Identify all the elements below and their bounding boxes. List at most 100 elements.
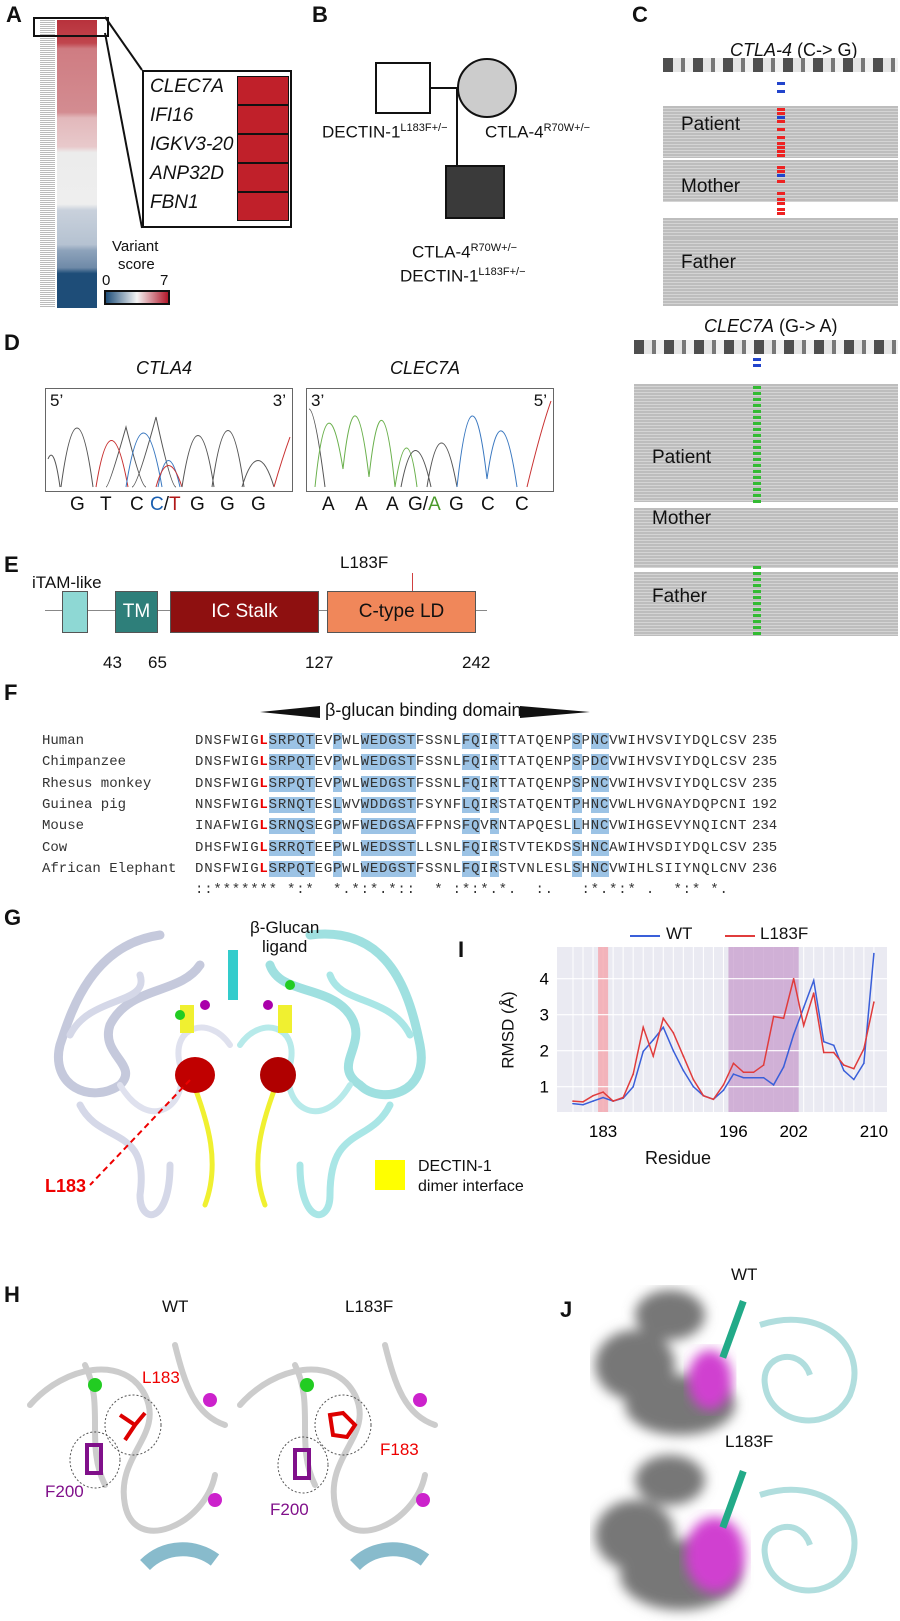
x-tick-label: 183: [589, 1122, 617, 1141]
ref-base: C: [150, 494, 164, 515]
panel-label-a: A: [6, 2, 22, 27]
father-genotype: DECTIN-1L183F+/−: [322, 122, 448, 143]
data-point-l183f: [662, 1017, 665, 1020]
data-point-wt: [602, 1096, 604, 1099]
position-label: 43: [103, 653, 122, 672]
data-point-l183f: [642, 1026, 645, 1029]
gene: CTLA-4: [412, 242, 471, 262]
variant-mismatch-mark: [753, 626, 761, 629]
change: (C-> G): [792, 40, 858, 60]
sequence-row: DNSFWIGLSRPQTEVPWLWEDGSTFSSNLFQIRTTATQEN…: [195, 754, 748, 771]
variant-mismatch-mark: [777, 174, 785, 177]
species-name: Mouse: [42, 818, 85, 835]
data-point-wt: [632, 1085, 634, 1088]
data-point-l183f: [672, 1031, 675, 1034]
data-point-wt: [662, 1026, 665, 1029]
data-point-l183f: [692, 1078, 695, 1081]
data-point-wt: [812, 979, 815, 982]
sequence-end-position: 192: [752, 796, 778, 813]
score-cell: [237, 192, 289, 221]
patient-genotype-dectin1: DECTIN-1L183F+/−: [400, 266, 526, 287]
domain-arrows: [260, 706, 590, 718]
data-point-wt: [652, 1039, 655, 1041]
legend-label-l183f: L183F: [760, 924, 809, 943]
conservation-line: ::******* *:* *.*:*.*:: * :*:*.*. :. :*.…: [195, 882, 729, 899]
y-tick-label: 1: [540, 1078, 549, 1097]
domain-label: β-glucan binding domain: [325, 700, 522, 720]
data-point-wt: [752, 1076, 755, 1079]
x-tick-label: 202: [779, 1122, 807, 1141]
base-call: G: [220, 494, 235, 515]
father-reads: [663, 238, 898, 306]
separator: /: [422, 494, 429, 515]
mother-genotype: CTLA-4R70W+/−: [485, 122, 590, 143]
sample-label-father: Father: [681, 252, 736, 273]
base-call: C: [515, 494, 529, 515]
three-prime: 3’: [311, 391, 325, 410]
panel-label-f: F: [4, 680, 18, 705]
data-point-wt: [863, 1062, 865, 1065]
l183f-title: L183F: [345, 1297, 394, 1316]
panel-label-g: G: [4, 905, 22, 930]
f200-residue-label: F200: [270, 1500, 309, 1519]
variant-mismatch-mark: [753, 602, 761, 605]
variant-mismatch-mark: [777, 128, 785, 131]
alt-base: T: [169, 494, 181, 515]
y-tick-label: 3: [540, 1006, 549, 1025]
gene-label: IFI16: [150, 105, 194, 126]
heterozygous-call: C/T: [150, 494, 181, 516]
data-point-wt: [682, 1069, 685, 1072]
data-point-l183f: [722, 1084, 725, 1086]
variant-mismatch-mark: [753, 434, 761, 437]
variant-mismatch-mark: [753, 398, 761, 401]
data-point-wt: [572, 1102, 574, 1105]
gene-label: ANP32D: [150, 163, 224, 184]
legend-label: dimer interface: [418, 1178, 524, 1195]
data-point-l183f: [772, 1015, 775, 1018]
gene: DECTIN-1: [400, 266, 479, 286]
variant-mismatch-mark: [777, 82, 785, 85]
base-call: C: [481, 494, 495, 515]
variant-mismatch-mark: [777, 208, 785, 211]
sequence-end-position: 234: [752, 818, 778, 835]
variant-mismatch-mark: [753, 614, 761, 617]
variant-mismatch-mark: [777, 180, 785, 183]
genotype: L183F+/−: [478, 266, 526, 278]
gene: CTLA-4: [485, 122, 544, 142]
change: (G-> A): [774, 316, 838, 336]
variant-mismatch-mark: [753, 358, 761, 361]
data-point-l183f: [752, 1071, 755, 1074]
data-point-l183f: [712, 1098, 715, 1101]
data-point-l183f: [572, 1100, 574, 1102]
variant-mismatch-mark: [753, 440, 761, 443]
data-point-wt: [592, 1100, 594, 1102]
plot-background: [557, 947, 887, 1112]
base-call: A: [322, 494, 335, 515]
gene-label: IGKV3-20: [150, 134, 234, 155]
heatmap-gene-names: [40, 20, 55, 308]
species-name: Chimpanzee: [42, 754, 127, 771]
data-point-wt: [792, 1033, 795, 1036]
data-point-l183f: [782, 1017, 785, 1020]
data-point-l183f: [592, 1094, 594, 1097]
genotype: L183F+/−: [400, 122, 448, 134]
variant-mismatch-mark: [753, 596, 761, 599]
data-point-wt: [642, 1050, 645, 1053]
data-point-l183f: [792, 977, 795, 980]
variant-mismatch-mark: [753, 392, 761, 395]
l183-residue-label: L183: [142, 1368, 180, 1387]
data-point-l183f: [622, 1096, 624, 1099]
mutation-tick: [412, 573, 413, 591]
three-prime: 3’: [272, 391, 286, 410]
beta-glucan-ligand: [228, 950, 238, 1000]
chromatogram-clec7a: 3’ 5’: [306, 388, 554, 492]
variant-mismatch-mark: [777, 112, 785, 115]
gene: CTLA-4: [730, 40, 793, 60]
ic-stalk-domain: IC Stalk: [170, 591, 319, 633]
variant-mismatch-mark: [777, 142, 785, 145]
patient-symbol: [445, 165, 505, 219]
patient-reads: [634, 384, 898, 502]
position-label: 127: [305, 653, 334, 672]
data-point-l183f: [632, 1073, 634, 1075]
data-point-l183f: [762, 1064, 765, 1066]
